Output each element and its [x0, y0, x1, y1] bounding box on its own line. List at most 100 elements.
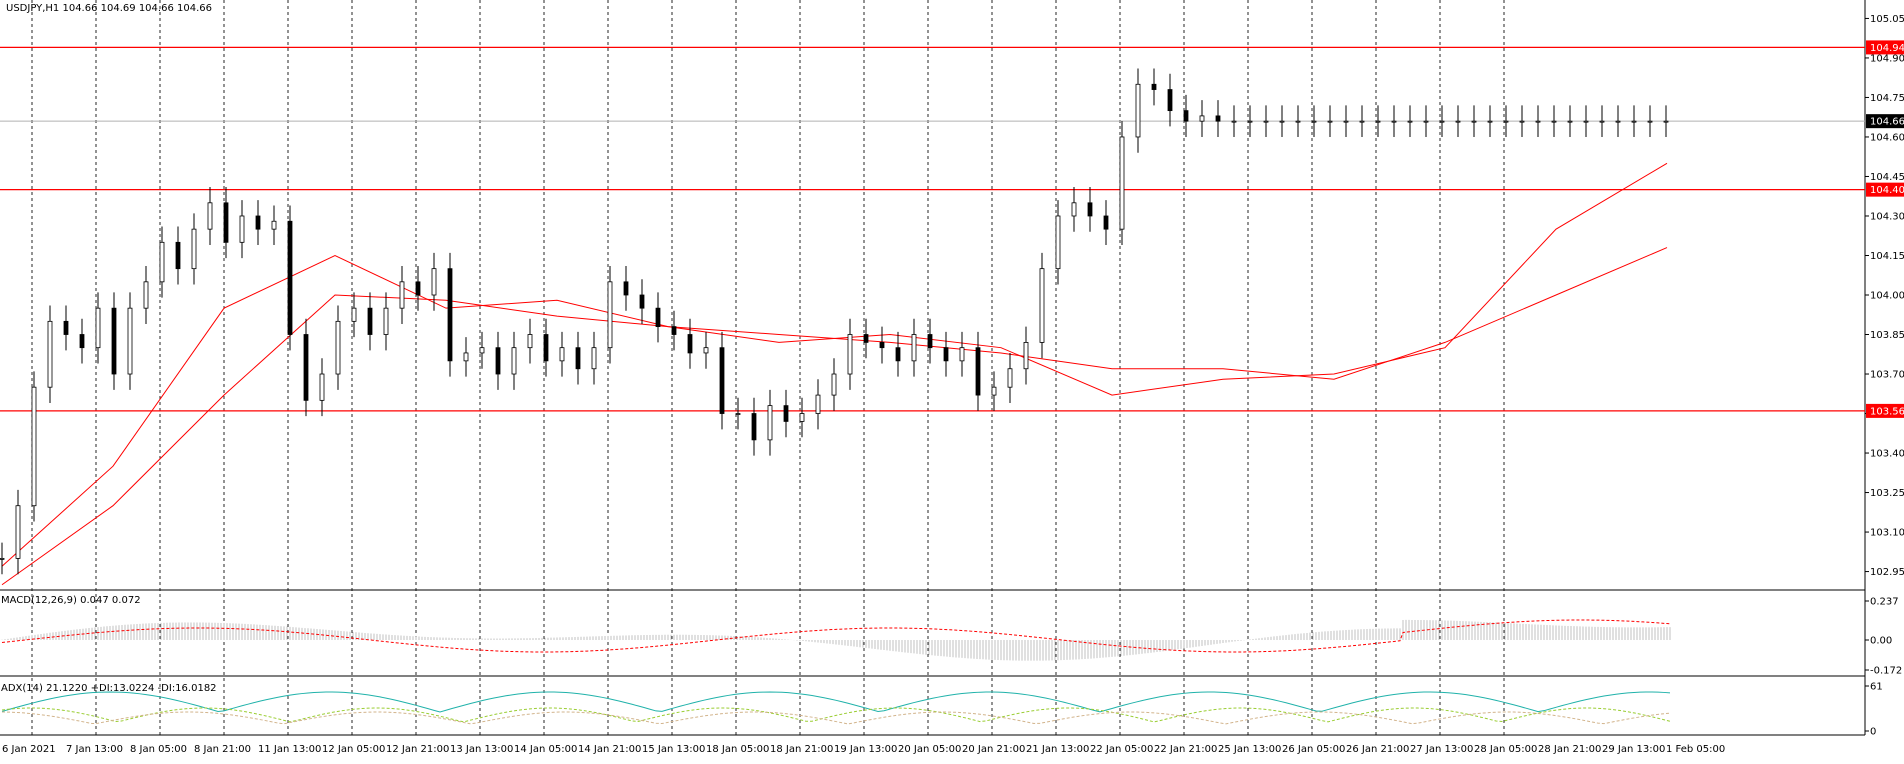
- candle-body: [575, 347, 581, 370]
- candle-body: [175, 241, 181, 270]
- candle-body: [447, 268, 453, 362]
- candle-body: [367, 307, 373, 335]
- candle-body: [303, 334, 309, 401]
- macd-tick-label: -0.172: [1870, 666, 1902, 677]
- candle-body: [399, 281, 405, 309]
- candle-body: [511, 347, 517, 375]
- candle-body: [767, 405, 773, 441]
- candle-body: [415, 281, 421, 296]
- adx-tick-label: 0: [1870, 727, 1876, 738]
- candle-body: [1087, 202, 1093, 217]
- candle-body: [623, 281, 629, 296]
- time-label: 25 Jan 13:00: [1218, 744, 1281, 755]
- candle-body: [815, 394, 821, 414]
- level-badge-label: 104.40: [1870, 185, 1904, 196]
- candle-body: [1583, 120, 1589, 123]
- candle-body: [1039, 268, 1045, 343]
- candle-body: [1359, 120, 1365, 123]
- candle-body: [1119, 136, 1125, 230]
- candle-body: [159, 241, 165, 283]
- candle-body: [799, 413, 805, 422]
- time-label: 28 Jan 05:00: [1474, 744, 1537, 755]
- time-label: 26 Jan 05:00: [1282, 744, 1345, 755]
- price-tick-label: 105.05: [1870, 14, 1904, 25]
- adx-line: [1, 691, 1671, 713]
- price-tick-label: 102.95: [1870, 567, 1904, 578]
- macd-pane: 0.237 0.00 -0.172: [1, 597, 1902, 677]
- candle-body: [1375, 120, 1381, 123]
- price-tick-label: 104.75: [1870, 93, 1904, 104]
- candle-body: [1023, 342, 1029, 370]
- time-label: 14 Jan 05:00: [514, 744, 577, 755]
- time-label: 22 Jan 05:00: [1090, 744, 1153, 755]
- macd-label: MACD(12,26,9) 0.047 0.072: [1, 595, 141, 606]
- moving-average-slow: [1, 247, 1668, 586]
- candle-body: [943, 347, 949, 362]
- candle-body: [1535, 120, 1541, 123]
- candle-body: [1007, 368, 1013, 388]
- minus-di-line: [1, 711, 1671, 725]
- candle-body: [1215, 115, 1221, 122]
- candle-body: [1519, 120, 1525, 123]
- candle-body: [463, 352, 469, 362]
- candle-body: [655, 307, 661, 328]
- candle-body: [239, 215, 245, 243]
- price-tick-label: 103.70: [1870, 370, 1904, 381]
- price-tick-label: 104.00: [1870, 291, 1904, 302]
- candle-body: [1055, 215, 1061, 270]
- candle-body: [847, 334, 853, 375]
- time-label: 18 Jan 21:00: [770, 744, 833, 755]
- time-label: 26 Jan 21:00: [1346, 744, 1409, 755]
- candle-body: [63, 320, 69, 335]
- candle-body: [783, 405, 789, 422]
- candle-body: [1423, 120, 1429, 123]
- moving-averages: [1, 162, 1668, 586]
- candle-body: [79, 334, 85, 349]
- time-axis: 6 Jan 2021 7 Jan 13:00 8 Jan 05:00 8 Jan 21…: [2, 744, 1725, 755]
- candle-body: [1071, 202, 1077, 217]
- candle-body: [1567, 120, 1573, 123]
- candle-body: [1407, 120, 1413, 123]
- candle-body: [1103, 215, 1109, 230]
- candle-body: [1487, 120, 1493, 123]
- candle-body: [863, 334, 869, 343]
- candle-body: [1391, 120, 1397, 123]
- candle-body: [431, 268, 437, 296]
- candle-body: [1599, 120, 1605, 123]
- candle-body: [31, 386, 37, 507]
- candle-body: [671, 326, 677, 335]
- level-badge: [1866, 182, 1904, 197]
- candle-body: [111, 307, 117, 375]
- macd-tick-label: 0.237: [1870, 597, 1899, 608]
- candle-body: [271, 220, 277, 230]
- level-badge: [1866, 403, 1904, 418]
- candle-body: [991, 386, 997, 396]
- time-label: 29 Jan 13:00: [1602, 744, 1665, 755]
- time-label: 20 Jan 05:00: [898, 744, 961, 755]
- candle-body: [223, 202, 229, 243]
- candle-body: [255, 215, 261, 230]
- candle-body: [975, 347, 981, 396]
- time-label: 27 Jan 13:00: [1410, 744, 1473, 755]
- candle-body: [383, 307, 389, 335]
- candle-body: [351, 307, 357, 322]
- time-label: 20 Jan 21:00: [962, 744, 1025, 755]
- price-axis: 105.05 104.90 104.75 104.60 104.45 104.30 104.…: [1865, 14, 1904, 578]
- candle-body: [927, 334, 933, 349]
- main-pane[interactable]: [0, 0, 1865, 590]
- time-label: 18 Jan 05:00: [706, 744, 769, 755]
- candle-body: [1439, 120, 1445, 123]
- candle-body: [1327, 120, 1333, 123]
- candle-body: [495, 347, 501, 375]
- adx-pane: 61 0: [1, 682, 1883, 738]
- candle-body: [1231, 120, 1237, 123]
- macd-tick-label: 0.00: [1870, 636, 1892, 647]
- candle-body: [1167, 89, 1173, 112]
- time-label: 8 Jan 21:00: [194, 744, 251, 755]
- candle-body: [0, 557, 5, 560]
- candle-body: [591, 347, 597, 370]
- candle-body: [1551, 120, 1557, 123]
- candle-body: [911, 334, 917, 362]
